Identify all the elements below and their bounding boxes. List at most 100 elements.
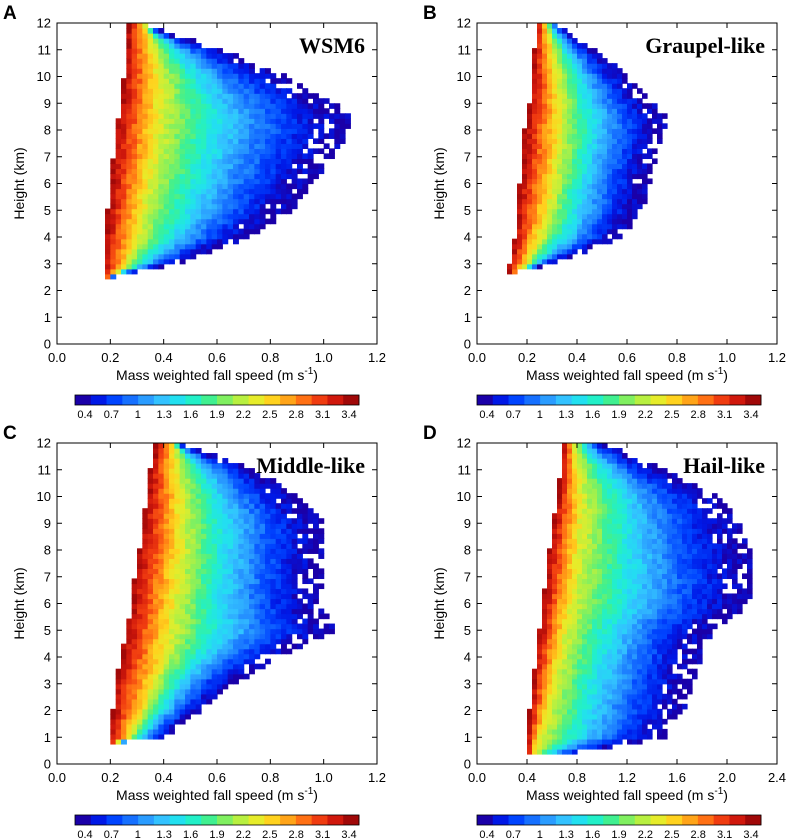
- heatmap-cell: [667, 713, 673, 720]
- heatmap-cell: [537, 648, 543, 655]
- heatmap-cell: [158, 578, 165, 585]
- heatmap-cell: [281, 578, 287, 585]
- heatmap-cell: [270, 148, 277, 155]
- heatmap-cell: [115, 213, 122, 220]
- heatmap-cell: [227, 488, 234, 494]
- heatmap-cell: [302, 138, 309, 144]
- heatmap-cell: [291, 173, 298, 180]
- heatmap-cell: [602, 203, 608, 210]
- heatmap-cell: [587, 133, 593, 139]
- heatmap-cell: [238, 513, 245, 519]
- heatmap-cell: [238, 128, 245, 134]
- heatmap-cell: [201, 218, 207, 225]
- heatmap-cell: [174, 183, 181, 190]
- heatmap-cell: [249, 548, 255, 554]
- heatmap-cell: [206, 673, 213, 680]
- heatmap-cell: [632, 148, 638, 155]
- heatmap-cell: [163, 723, 170, 730]
- heatmap-cell: [142, 188, 149, 195]
- y-tick-label: 0: [44, 757, 51, 772]
- heatmap-cell: [185, 448, 191, 454]
- heatmap-cell: [217, 93, 223, 99]
- heatmap-cell: [110, 263, 117, 270]
- heatmap-cell: [126, 203, 133, 210]
- heatmap-cell: [647, 668, 653, 675]
- heatmap-cell: [190, 473, 197, 479]
- heatmap-cell: [222, 163, 229, 170]
- heatmap-cell: [577, 678, 583, 685]
- heatmap-cell: [190, 253, 197, 260]
- heatmap-cell: [259, 528, 266, 534]
- heatmap-cell: [552, 88, 558, 94]
- heatmap-cell: [286, 148, 293, 155]
- heatmap-cell: [153, 523, 159, 529]
- heatmap-cell: [617, 198, 623, 205]
- heatmap-cell: [587, 118, 593, 124]
- heatmap-cell: [622, 708, 628, 715]
- heatmap-cell: [275, 93, 282, 99]
- heatmap-cell: [527, 243, 533, 250]
- heatmap-cell: [313, 568, 319, 575]
- heatmap-cell: [657, 663, 663, 670]
- heatmap-cell: [602, 658, 608, 665]
- heatmap-cell: [592, 158, 598, 165]
- heatmap-cell: [131, 88, 138, 94]
- heatmap-cell: [270, 638, 277, 645]
- heatmap-cell: [142, 123, 149, 129]
- heatmap-cell: [174, 533, 181, 539]
- heatmap-cell: [249, 153, 255, 160]
- heatmap-cell: [243, 213, 250, 220]
- heatmap-cell: [602, 708, 608, 715]
- heatmap-cell: [532, 118, 538, 124]
- heatmap-cell: [190, 608, 197, 615]
- heatmap-cell: [179, 183, 186, 190]
- heatmap-cell: [297, 588, 303, 595]
- heatmap-cell: [270, 478, 277, 484]
- heatmap-cell: [227, 463, 234, 469]
- heatmap-cell: [542, 143, 548, 149]
- heatmap-cell: [211, 668, 218, 675]
- heatmap-cell: [147, 78, 154, 84]
- heatmap-cell: [522, 178, 528, 185]
- heatmap-cell: [190, 93, 197, 99]
- heatmap-cell: [142, 698, 149, 705]
- heatmap-cell: [179, 668, 186, 675]
- heatmap-cell: [174, 503, 181, 509]
- heatmap-cell: [153, 483, 159, 489]
- heatmap-cell: [190, 518, 197, 524]
- heatmap-cell: [547, 198, 553, 205]
- heatmap-cell: [562, 103, 568, 109]
- heatmap-cell: [597, 138, 603, 144]
- heatmap-cell: [582, 658, 588, 665]
- heatmap-cell: [217, 673, 223, 680]
- heatmap-cell: [238, 483, 245, 489]
- heatmap-cell: [153, 133, 159, 139]
- heatmap-cell: [662, 643, 668, 650]
- panel-title: Middle-like: [256, 453, 365, 478]
- heatmap-cell: [592, 663, 598, 670]
- heatmap-cell: [527, 203, 533, 210]
- heatmap-cell: [617, 673, 623, 680]
- heatmap-cell: [137, 118, 143, 124]
- heatmap-cell: [217, 63, 223, 69]
- heatmap-cell: [206, 83, 213, 89]
- heatmap-cell: [587, 68, 593, 74]
- heatmap-cell: [259, 638, 266, 645]
- heatmap-cell: [142, 548, 149, 554]
- heatmap-cell: [233, 168, 239, 175]
- heatmap-cell: [265, 103, 271, 109]
- heatmap-cell: [174, 638, 181, 645]
- heatmap-cell: [222, 598, 229, 605]
- heatmap-cell: [270, 98, 277, 104]
- heatmap-cell: [297, 528, 303, 534]
- heatmap-cell: [542, 678, 548, 685]
- heatmap-cell: [179, 473, 186, 479]
- heatmap-cell: [222, 113, 229, 119]
- heatmap-cell: [567, 108, 573, 114]
- heatmap-cell: [137, 48, 143, 54]
- heatmap-cell: [201, 633, 207, 640]
- heatmap-cell: [562, 173, 568, 180]
- heatmap-cell: [238, 493, 245, 499]
- heatmap-cell: [587, 723, 593, 730]
- heatmap-cell: [577, 708, 583, 715]
